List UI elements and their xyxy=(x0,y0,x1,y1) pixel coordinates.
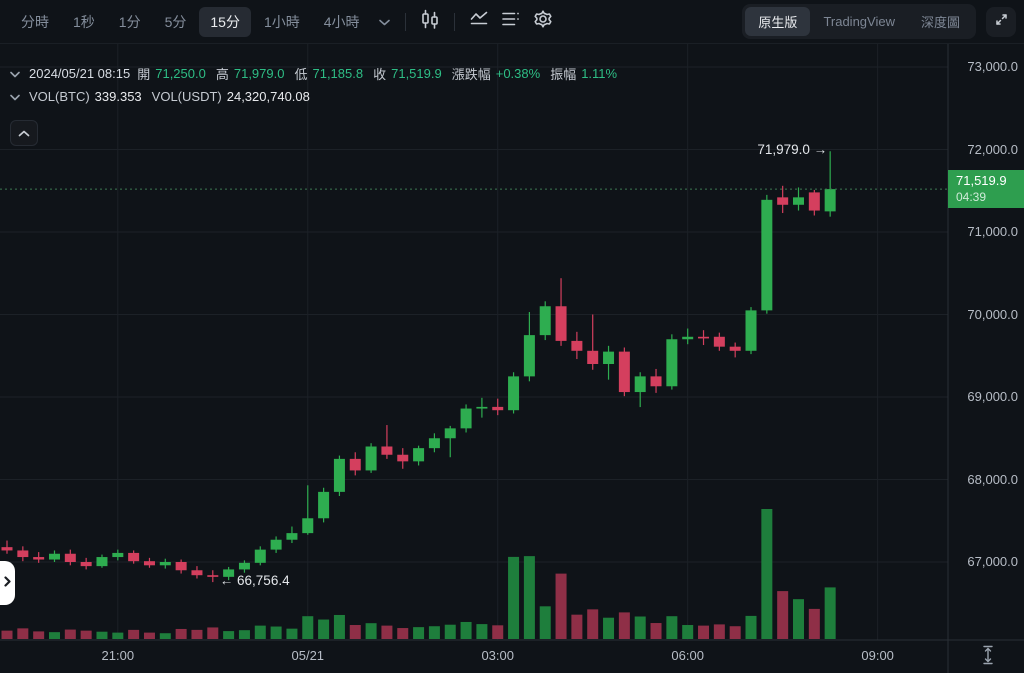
interval-tab-1[interactable]: 1秒 xyxy=(73,13,95,30)
chevron-down-icon xyxy=(10,89,20,104)
interval-tab-5[interactable]: 1小時 xyxy=(263,13,300,30)
candlestick-chart-icon xyxy=(420,9,440,34)
indicators-icon xyxy=(469,10,489,33)
gear-icon xyxy=(533,9,553,34)
gridlines-layer xyxy=(0,44,948,640)
last-price-badge[interactable]: 71,519.9 04:39 xyxy=(948,170,1024,209)
chevron-down-icon xyxy=(10,66,20,81)
expand-icon xyxy=(994,12,1009,32)
chart-style-button[interactable] xyxy=(415,8,445,36)
session-high-annotation: 71,979.0 → xyxy=(757,142,828,158)
last-price-value: 71,519.9 xyxy=(956,173,1007,189)
interval-tab-6[interactable]: 4小時 xyxy=(323,13,360,30)
interval-tab-0[interactable]: 分時 xyxy=(21,13,49,30)
view-tab-2[interactable]: 深度圖 xyxy=(920,15,960,30)
toolbar-divider xyxy=(453,12,455,31)
candle-countdown: 04:39 xyxy=(956,190,987,205)
view-switch-group: 原生版 TradingView 深度圖 xyxy=(742,4,1016,39)
chart-canvas[interactable] xyxy=(0,44,1024,673)
view-tab-1[interactable]: TradingView xyxy=(823,14,895,29)
axis-borders xyxy=(0,44,1024,673)
x-axis-label: 09:00 xyxy=(861,648,894,663)
y-axis-label: 70,000.0 xyxy=(967,306,1018,322)
price-scale-adjust-button[interactable] xyxy=(978,645,998,669)
y-axis-label: 67,000.0 xyxy=(967,554,1018,569)
chart-area: 2024/05/21 08:15 開 71,250.0 高 71,979.0 低 71,1… xyxy=(0,44,1024,673)
chevron-down-icon xyxy=(378,13,390,31)
y-axis-label: 73,000.0 xyxy=(967,59,1018,74)
more-intervals-button[interactable] xyxy=(373,9,396,35)
chevron-up-icon xyxy=(18,124,30,142)
collapse-panel-button[interactable] xyxy=(10,120,38,146)
y-axis-label: 71,000.0 xyxy=(967,224,1018,239)
chevron-right-icon xyxy=(4,574,11,592)
time-axis[interactable]: 21:00 05/21 03:00 06:00 09:00 xyxy=(0,640,948,673)
y-axis-label: 72,000.0 xyxy=(967,141,1018,157)
list-settings-icon xyxy=(501,10,521,33)
interval-tab-3[interactable]: 5分 xyxy=(164,13,187,30)
interval-group: 分時 1秒 1分 5分 15分 1小時 4小時 xyxy=(10,6,558,37)
session-low-annotation: ← 66,756.4 xyxy=(219,573,290,589)
interval-tab-2[interactable]: 1分 xyxy=(118,13,141,30)
y-axis-label: 68,000.0 xyxy=(967,471,1018,487)
x-axis-label: 05/21 xyxy=(291,648,325,663)
chart-toolbar: 分時 1秒 1分 5分 15分 1小時 4小時 xyxy=(0,0,1024,44)
chart-settings-list-button[interactable] xyxy=(496,8,526,36)
collapse-ohlc-button[interactable] xyxy=(10,66,20,81)
toolbar-divider xyxy=(404,12,406,31)
y-axis-label: 69,000.0 xyxy=(967,389,1018,404)
fullscreen-button[interactable] xyxy=(986,6,1016,37)
x-axis-label: 03:00 xyxy=(481,648,514,663)
x-axis-label: 21:00 xyxy=(101,648,135,663)
price-axis[interactable]: 73,000.0 72,000.0 71,000.0 70,000.0 69,000.0… xyxy=(948,44,1024,640)
candles-layer xyxy=(1,151,836,583)
x-axis-label: 06:00 xyxy=(671,648,704,663)
collapse-volume-button[interactable] xyxy=(10,89,20,104)
settings-button[interactable] xyxy=(528,8,558,36)
indicators-button[interactable] xyxy=(464,8,494,36)
interval-tab-4[interactable]: 15分 xyxy=(199,6,251,37)
volume-layer xyxy=(1,509,836,639)
view-tab-0[interactable]: 原生版 xyxy=(745,7,811,36)
vertical-resize-icon xyxy=(980,644,996,671)
open-drawer-handle[interactable] xyxy=(0,561,15,605)
view-tabs: 原生版 TradingView 深度圖 xyxy=(742,4,976,39)
